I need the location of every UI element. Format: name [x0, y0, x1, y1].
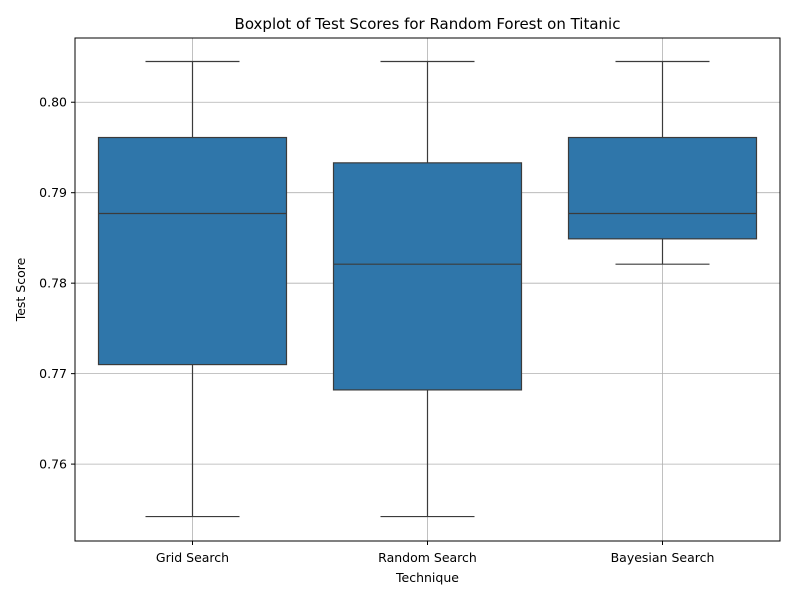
- x-tick-label: Grid Search: [156, 550, 229, 565]
- x-tick-label: Bayesian Search: [611, 550, 715, 565]
- box-group: [332, 60, 523, 518]
- tick-layer: 0.76 0.77 0.78 0.79 0.80 Grid Search Random Se…: [39, 95, 714, 565]
- box-layer: [97, 60, 758, 518]
- box-group: [97, 60, 288, 518]
- x-tick-label: Random Search: [378, 550, 477, 565]
- box-iqr: [332, 162, 523, 391]
- x-axis-label: Technique: [395, 570, 459, 585]
- y-tick-label: 0.76: [39, 457, 67, 472]
- y-tick-label: 0.80: [39, 95, 67, 110]
- y-axis-label: Test Score: [13, 257, 28, 322]
- box-iqr: [567, 136, 758, 240]
- box-group: [567, 60, 758, 265]
- y-tick-label: 0.77: [39, 366, 67, 381]
- y-tick-label: 0.78: [39, 276, 67, 291]
- chart-title: Boxplot of Test Scores for Random Forest…: [235, 15, 621, 33]
- y-tick-label: 0.79: [39, 185, 67, 200]
- box-iqr: [97, 136, 288, 366]
